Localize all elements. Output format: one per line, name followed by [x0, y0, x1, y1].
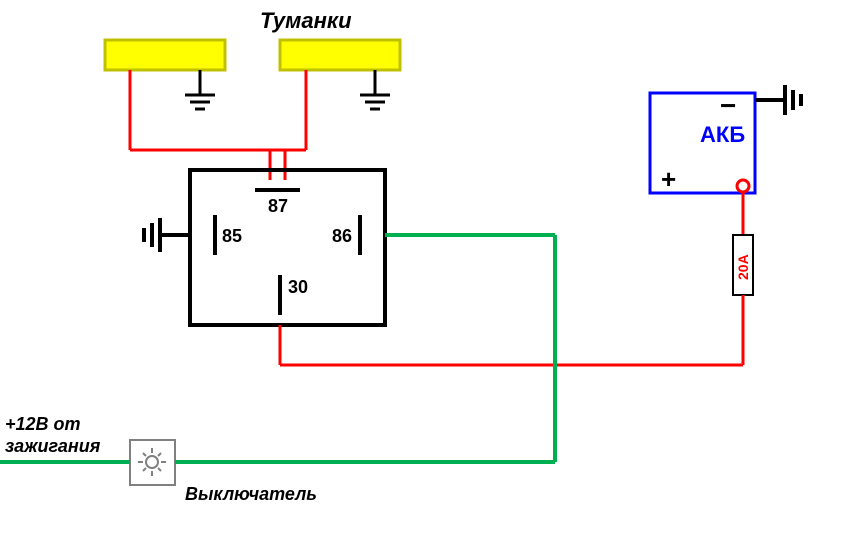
wire-fuse-to-pin30	[280, 295, 743, 365]
relay-pin87-label: 87	[268, 196, 288, 216]
ignition-label-1: +12В от	[5, 414, 81, 434]
battery-label: АКБ	[700, 122, 745, 147]
fog-lamp-left	[105, 40, 225, 70]
ground-fog-left	[185, 70, 215, 109]
relay-box	[190, 170, 385, 325]
ground-pin85	[144, 218, 190, 252]
battery-plus-terminal	[737, 180, 749, 192]
fog-lamp-right	[280, 40, 400, 70]
battery-plus: +	[661, 164, 676, 194]
ignition-label-2: зажигания	[5, 436, 101, 456]
title: Туманки	[260, 8, 352, 33]
switch-icon	[138, 448, 166, 476]
relay-pin30-label: 30	[288, 277, 308, 297]
fuse-label: 20А	[735, 254, 751, 280]
ground-battery	[755, 85, 801, 115]
ground-fog-right	[360, 70, 390, 109]
wire-fog-to-relay	[130, 70, 306, 180]
battery-minus: −	[720, 90, 736, 121]
relay-pin86-label: 86	[332, 226, 352, 246]
switch-box	[130, 440, 175, 485]
switch-label: Выключатель	[185, 484, 317, 504]
wire-signal	[0, 235, 555, 462]
relay-pin85-label: 85	[222, 226, 242, 246]
